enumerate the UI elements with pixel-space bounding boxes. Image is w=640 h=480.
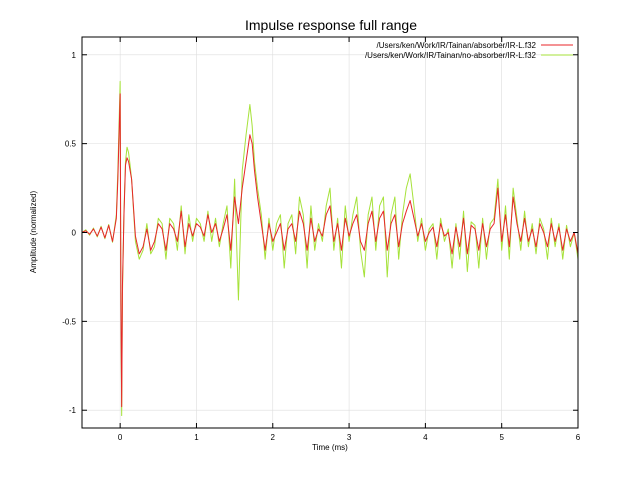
series-line-no-absorber [81, 80, 579, 417]
y-tick-label: -1 [69, 406, 77, 415]
x-axis-label: Time (ms) [312, 443, 348, 452]
legend-label-absorber: /Users/ken/Work/IR/Tainan/absorber/IR-L.… [377, 41, 537, 50]
y-tick-label: 0.5 [65, 140, 77, 149]
x-tick-label: 2 [271, 433, 276, 442]
x-tick-label: 6 [576, 433, 581, 442]
x-tick-label: 3 [347, 433, 352, 442]
y-tick-label: -0.5 [62, 317, 76, 326]
x-tick-label: 4 [423, 433, 428, 442]
legend: /Users/ken/Work/IR/Tainan/absorber/IR-L.… [365, 41, 573, 60]
x-tick-label: 0 [118, 433, 123, 442]
series-layer [81, 80, 579, 417]
x-tick-label: 1 [194, 433, 199, 442]
chart-title: Impulse response full range [245, 17, 417, 33]
axis-ticks: 0 1 2 3 4 5 6 1 0.5 0 -0.5 -1 [62, 37, 581, 442]
grid-lines [82, 37, 579, 428]
y-tick-label: 0 [72, 229, 77, 238]
legend-label-no-absorber: /Users/ken/Work/IR/Tainan/no-absorber/IR… [365, 51, 537, 60]
x-tick-label: 5 [499, 433, 504, 442]
series-line-absorber [81, 93, 579, 408]
y-axis-label: Amplitude (normalized) [29, 191, 38, 274]
y-tick-label: 1 [72, 51, 77, 60]
plot-frame [81, 36, 579, 429]
